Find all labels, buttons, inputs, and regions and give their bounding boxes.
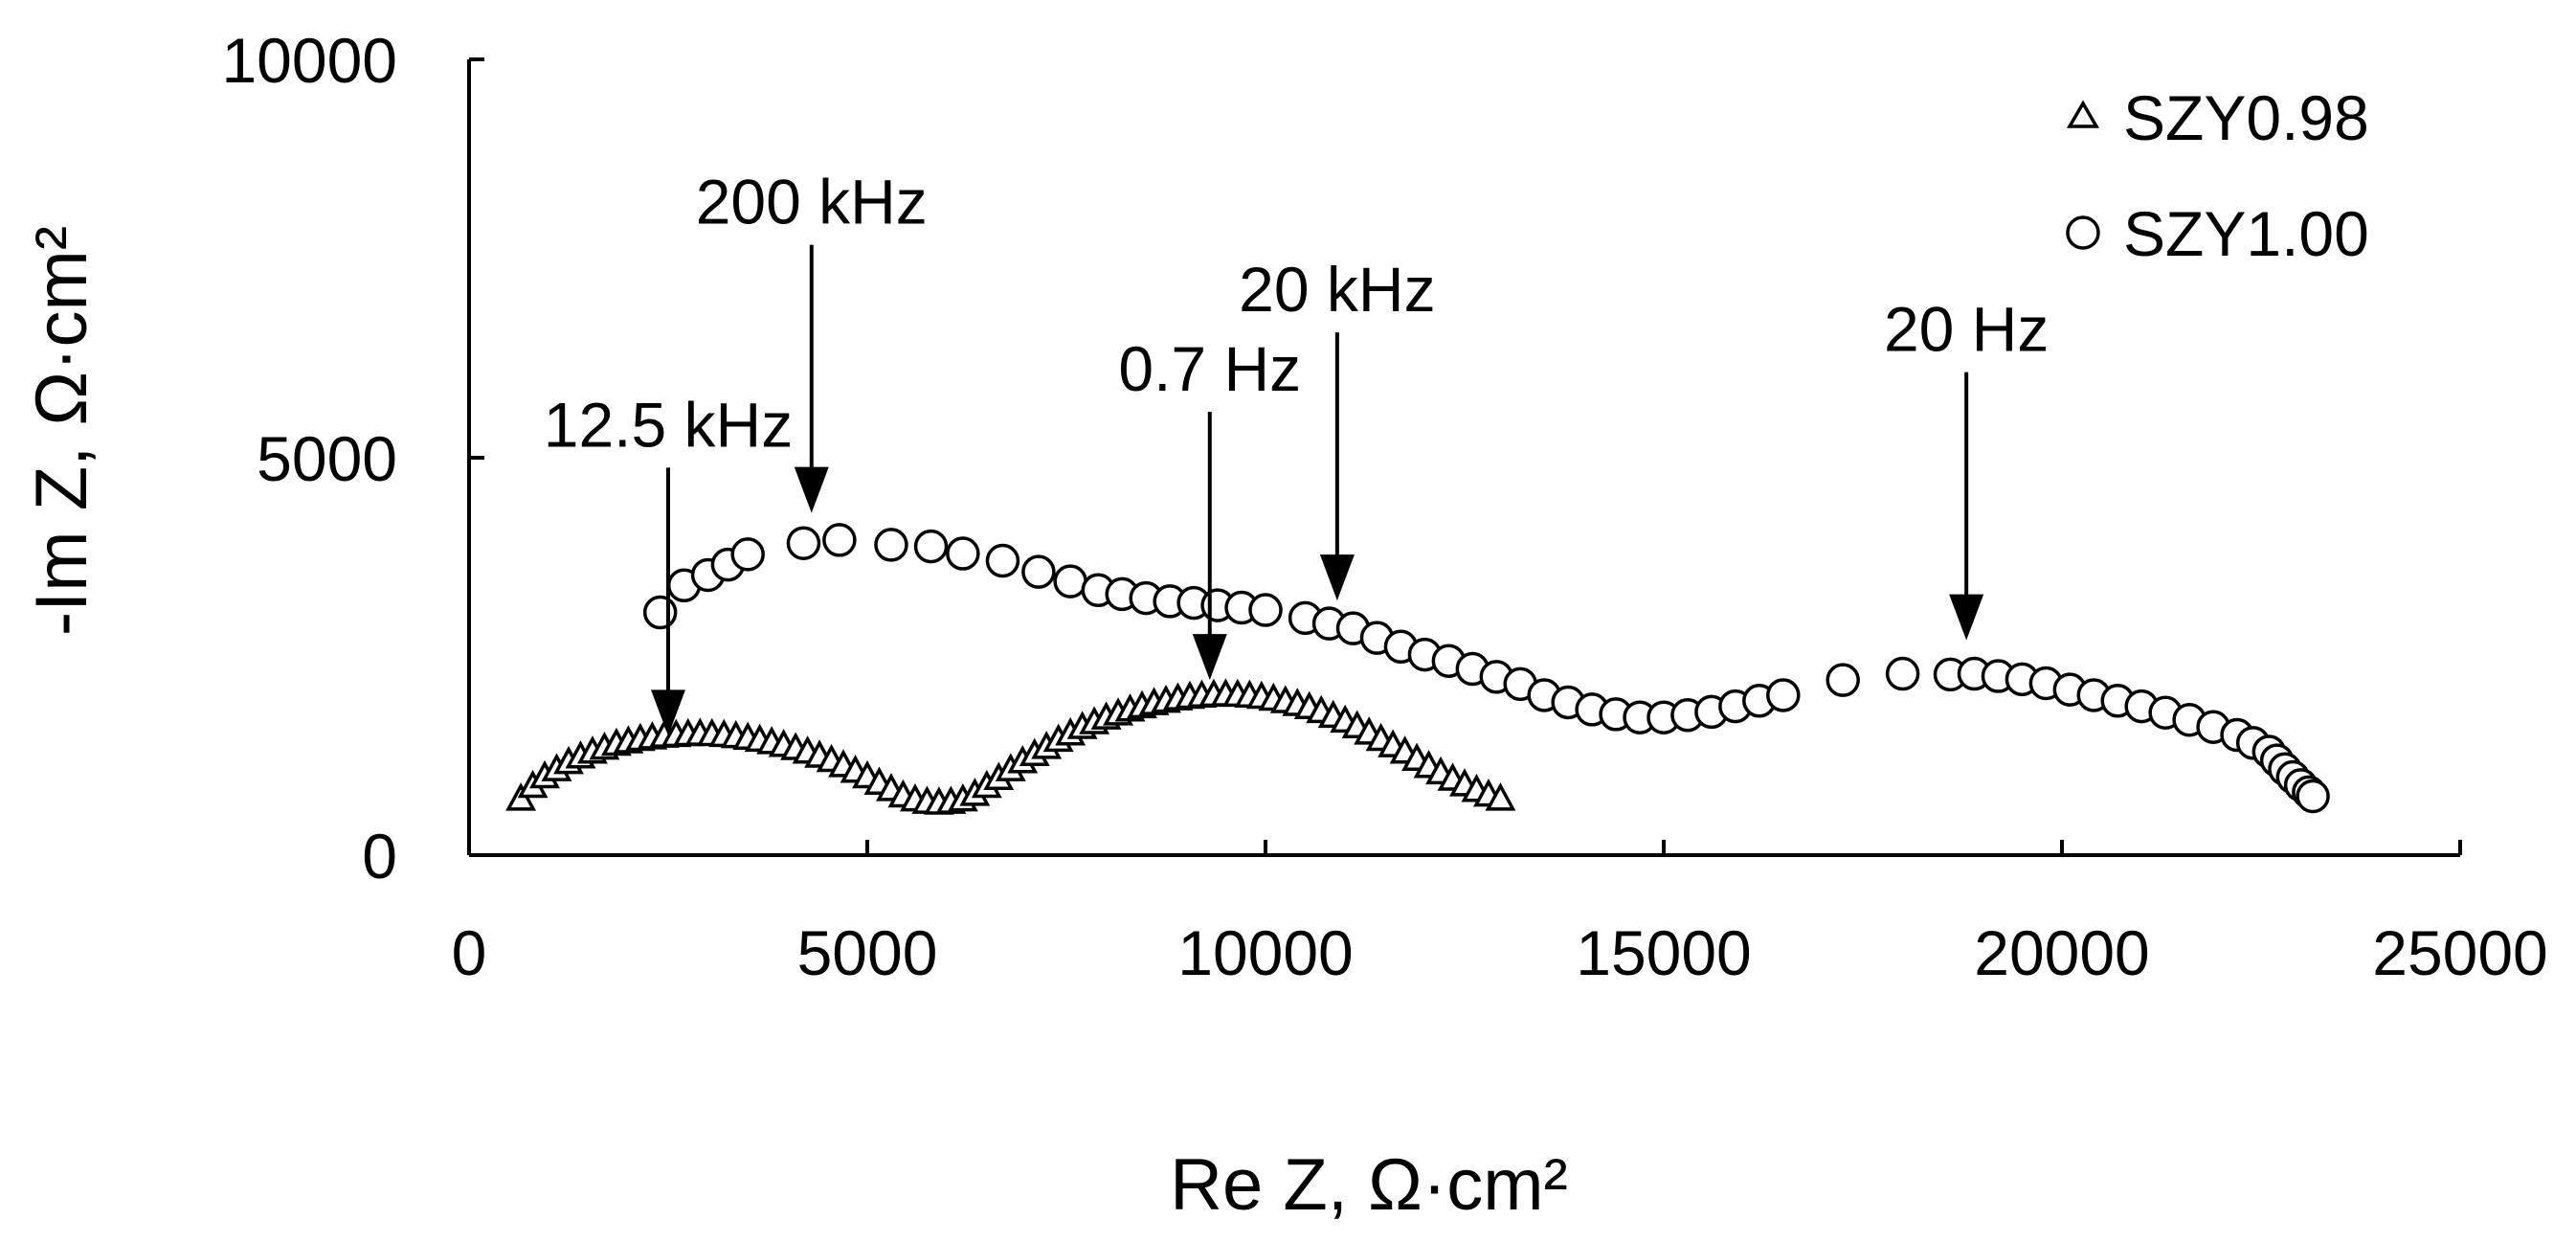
szy100-point	[1885, 656, 1920, 691]
annotation-arrow-head	[1192, 634, 1227, 681]
szy100-point	[1826, 663, 1860, 697]
szy100-point	[946, 536, 980, 571]
frequency-label: 20 kHz	[1239, 254, 1435, 325]
szy100-point	[1766, 678, 1801, 712]
frequency-label: 12.5 kHz	[544, 389, 793, 460]
szy100-point	[642, 595, 678, 630]
szy100-point	[786, 526, 821, 560]
legend: SZY0.98 SZY1.00	[2066, 82, 2369, 269]
x-tick-label: 10000	[1177, 917, 1354, 988]
y-axis-title: -Im Z, Ω·cm²	[21, 226, 102, 636]
szy100-point	[2296, 779, 2330, 814]
x-tick-label: 20000	[1974, 917, 2150, 988]
x-tick-label: 25000	[2372, 917, 2548, 988]
szy100-point	[822, 523, 857, 557]
annotation-arrow-head	[794, 466, 829, 513]
szy100-point	[1053, 564, 1087, 598]
szy100-point	[985, 543, 1020, 578]
x-tick-label: 5000	[797, 917, 938, 988]
x-tick-label: 15000	[1576, 917, 1752, 988]
x-axis-title: Re Z, Ω·cm²	[1170, 1144, 1568, 1226]
y-tick-label: 10000	[221, 25, 397, 96]
annotation-arrow-head	[651, 689, 685, 736]
annotation-arrow-head	[1949, 594, 1984, 641]
frequency-annotations: 12.5 kHz 200 kHz 0.7 Hz 20 kHz 20 Hz	[544, 167, 2049, 736]
x-tick-label: 0	[452, 917, 487, 988]
legend-circle-marker	[2066, 215, 2100, 250]
legend-label-szy098: SZY0.98	[2123, 82, 2369, 153]
szy100-point	[1021, 554, 1056, 589]
y-tick-label: 0	[362, 821, 397, 892]
legend-triangle-marker	[2066, 100, 2100, 128]
szy100-point	[1248, 593, 1283, 627]
y-tick-label: 5000	[257, 423, 397, 494]
frequency-label: 200 kHz	[696, 167, 928, 237]
szy098-point	[1485, 782, 1516, 811]
frequency-label: 0.7 Hz	[1118, 333, 1301, 404]
szy100-point	[730, 537, 765, 572]
szy100-point	[913, 529, 949, 564]
legend-label-szy100: SZY1.00	[2123, 198, 2369, 269]
frequency-label: 20 Hz	[1884, 294, 2049, 365]
data-points	[505, 523, 2330, 815]
szy100-point	[874, 528, 908, 562]
annotation-arrow-head	[1319, 554, 1355, 601]
